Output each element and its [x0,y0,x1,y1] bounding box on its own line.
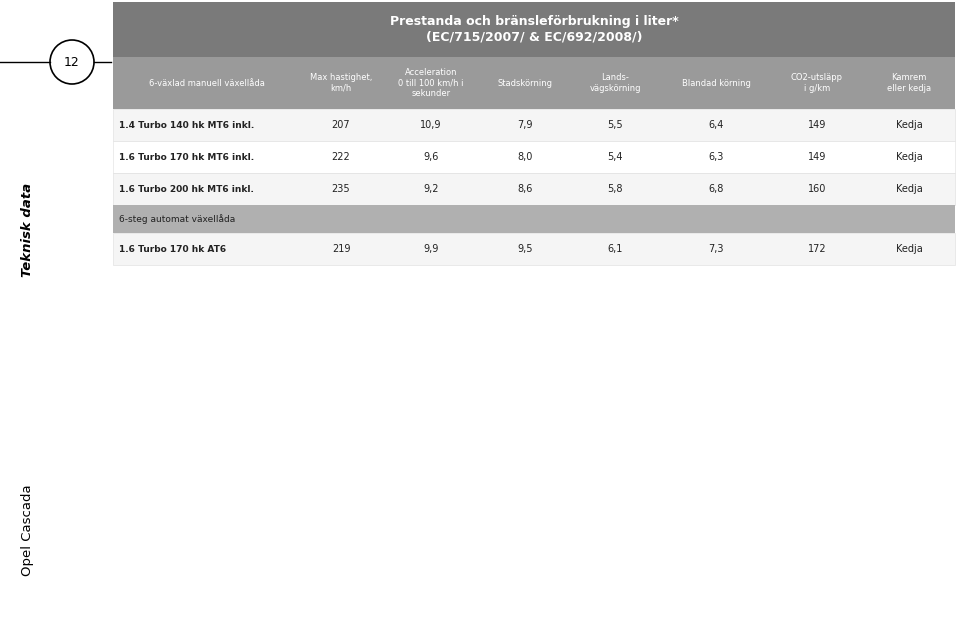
Text: 7,3: 7,3 [709,244,724,254]
Bar [113,233,955,265]
Text: 207: 207 [332,120,350,130]
Text: 160: 160 [807,184,826,194]
Text: Kedja: Kedja [896,152,923,162]
Text: Teknisk data: Teknisk data [21,183,35,277]
Text: 1.6 Turbo 200 hk MT6 inkl.: 1.6 Turbo 200 hk MT6 inkl. [119,185,254,193]
Text: Max hastighet,
km/h: Max hastighet, km/h [310,73,372,93]
Bar [113,2,955,57]
Text: 6,3: 6,3 [709,152,724,162]
Text: 1.6 Turbo 170 hk AT6: 1.6 Turbo 170 hk AT6 [119,244,226,254]
Text: Kedja: Kedja [896,244,923,254]
Bar [113,141,955,173]
Text: 222: 222 [332,152,350,162]
Text: 6-steg automat växellåda: 6-steg automat växellåda [119,214,235,224]
Text: 8,0: 8,0 [518,152,533,162]
Text: 5,8: 5,8 [607,184,623,194]
Text: 5,5: 5,5 [607,120,623,130]
Bar [113,205,955,233]
Text: CO2-utsläpp
i g/km: CO2-utsläpp i g/km [791,73,843,93]
Bar [113,109,955,141]
Text: 149: 149 [807,120,826,130]
Text: 6,1: 6,1 [607,244,622,254]
Text: 172: 172 [807,244,826,254]
Text: 6,8: 6,8 [709,184,724,194]
Text: 6,4: 6,4 [709,120,724,130]
Text: Prestanda och bränsleförbrukning i liter*
(EC/715/2007/ & EC/692/2008/): Prestanda och bränsleförbrukning i liter… [389,16,678,43]
Text: Opel Cascada: Opel Cascada [21,484,35,576]
Text: Stadskörning: Stadskörning [498,78,552,87]
Text: 12: 12 [64,55,80,68]
Text: 1.6 Turbo 170 hk MT6 inkl.: 1.6 Turbo 170 hk MT6 inkl. [119,153,254,161]
Bar [113,57,955,109]
Text: Acceleration
0 till 100 km/h i
sekunder: Acceleration 0 till 100 km/h i sekunder [398,68,464,98]
Text: 8,6: 8,6 [518,184,533,194]
Text: 149: 149 [807,152,826,162]
Text: 5,4: 5,4 [607,152,623,162]
Text: 1.4 Turbo 140 hk MT6 inkl.: 1.4 Turbo 140 hk MT6 inkl. [119,121,254,129]
Text: Kedja: Kedja [896,184,923,194]
Text: 219: 219 [332,244,350,254]
Text: 9,2: 9,2 [423,184,438,194]
Text: 9,6: 9,6 [423,152,438,162]
Text: 9,9: 9,9 [423,244,438,254]
Text: 6-växlad manuell växellåda: 6-växlad manuell växellåda [150,78,266,87]
Text: 235: 235 [332,184,350,194]
Bar [113,173,955,205]
Text: 9,5: 9,5 [518,244,533,254]
Text: Lands-
vägskörning: Lands- vägskörning [590,73,641,93]
Text: Blandad körning: Blandad körning [682,78,751,87]
Circle shape [50,40,94,84]
Text: Kedja: Kedja [896,120,923,130]
Text: Kamrem
eller kedja: Kamrem eller kedja [887,73,931,93]
Text: 10,9: 10,9 [420,120,442,130]
Text: 7,9: 7,9 [518,120,533,130]
